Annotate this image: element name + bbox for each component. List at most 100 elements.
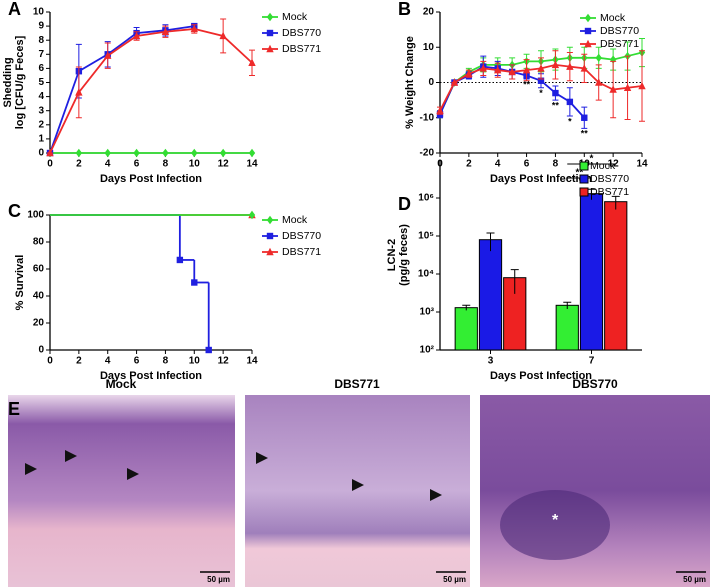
legend-label: Mock	[600, 12, 626, 24]
error-bar	[611, 195, 620, 210]
x-tick-label: 3	[488, 356, 494, 367]
x-tick-label: 14	[636, 159, 648, 170]
y-tick-label: 0	[428, 77, 434, 88]
error-bar	[563, 301, 572, 309]
marker	[266, 44, 274, 53]
y-tick-label: -10	[420, 112, 435, 123]
legend-label: DBS771	[600, 38, 639, 50]
marker	[190, 24, 198, 33]
x-tick-label: 4	[105, 356, 111, 367]
marker	[584, 39, 592, 48]
legend-label: DBS770	[600, 25, 639, 37]
y-tick-label: 10³	[420, 307, 435, 318]
marker	[162, 148, 169, 158]
bar	[454, 307, 478, 351]
marker	[248, 58, 256, 66]
marker	[266, 215, 274, 225]
marker	[450, 78, 459, 86]
y-tick-label: 20	[33, 318, 45, 329]
marker	[266, 29, 274, 37]
marker	[566, 62, 574, 70]
x-tick-label: 12	[218, 159, 230, 170]
legend-label: Mock	[282, 11, 308, 23]
y-axis-label: % Survival	[14, 255, 26, 311]
error-bar	[587, 188, 596, 200]
scale-bar: 50 µm	[443, 575, 466, 584]
marker	[75, 88, 83, 96]
y-tick-label: 0	[38, 148, 44, 159]
y-tick-label: 100	[27, 210, 44, 221]
image-title: DBS770	[572, 377, 618, 391]
series-line	[49, 25, 195, 154]
marker	[104, 51, 112, 59]
legend-swatch	[579, 174, 589, 184]
x-tick-label: 10	[189, 159, 201, 170]
marker	[537, 64, 545, 72]
marker	[581, 114, 588, 121]
y-tick-label: 10⁴	[418, 269, 434, 280]
marker	[522, 65, 531, 74]
significance-label: **	[575, 168, 583, 179]
y-tick-label: 10	[33, 7, 45, 18]
y-axis-label: log [CFU/g Feces]	[14, 35, 26, 129]
bar	[579, 193, 604, 351]
significance-label: *	[539, 88, 543, 98]
y-axis-label: % Weight Change	[404, 36, 416, 129]
marker	[176, 256, 184, 264]
y-tick-label: 10⁶	[418, 193, 434, 204]
y-tick-label: 5	[38, 77, 44, 88]
y-tick-label: 10⁵	[418, 231, 434, 242]
marker	[494, 65, 502, 74]
significance-label: *	[590, 154, 594, 165]
panel-label: D	[398, 194, 411, 214]
y-tick-label: 8	[38, 35, 44, 46]
marker	[161, 27, 170, 35]
marker	[104, 148, 111, 158]
marker	[266, 232, 274, 240]
marker	[248, 148, 256, 158]
arrowhead	[25, 463, 37, 475]
x-axis-label: Days Post Infection	[100, 173, 202, 185]
marker	[551, 60, 560, 69]
legend-label: DBS771	[282, 43, 321, 55]
error-bar	[486, 232, 495, 252]
y-tick-label: 7	[38, 49, 44, 60]
image-dbs771	[245, 395, 470, 587]
marker	[205, 346, 212, 354]
x-tick-label: 12	[218, 356, 230, 367]
infiltrate	[500, 490, 610, 560]
marker	[537, 77, 545, 84]
y-tick-label: 4	[38, 91, 44, 102]
y-tick-label: 0	[38, 345, 44, 356]
legend-label: DBS770	[282, 27, 321, 39]
y-tick-label: 10²	[420, 345, 435, 356]
marker	[219, 31, 227, 40]
marker	[191, 148, 198, 158]
y-tick-label: 60	[33, 264, 45, 275]
marker	[566, 98, 574, 106]
legend-swatch	[579, 187, 589, 197]
x-tick-label: 8	[553, 159, 559, 170]
scale-bar: 50 µm	[207, 575, 230, 584]
x-tick-label: 7	[589, 356, 595, 367]
significance-label: **	[581, 129, 589, 139]
x-tick-label: 8	[163, 356, 169, 367]
marker	[595, 53, 602, 63]
significance-label: **	[523, 79, 531, 89]
y-tick-label: 40	[33, 291, 45, 302]
scale-bar: 50 µm	[683, 575, 706, 584]
bar	[604, 201, 628, 351]
arrowhead	[352, 479, 364, 491]
marker	[75, 148, 83, 158]
histology-images: *	[8, 395, 710, 587]
panel-label: C	[8, 201, 21, 221]
y-tick-label: 2	[38, 119, 44, 130]
marker	[584, 27, 592, 35]
marker	[465, 69, 473, 77]
y-tick-label: 10	[423, 42, 435, 53]
panel-label: E	[8, 399, 20, 419]
x-tick-label: 4	[105, 159, 111, 170]
y-axis-label: LCN-2	[386, 239, 398, 271]
marker	[266, 12, 274, 22]
marker	[623, 83, 632, 91]
